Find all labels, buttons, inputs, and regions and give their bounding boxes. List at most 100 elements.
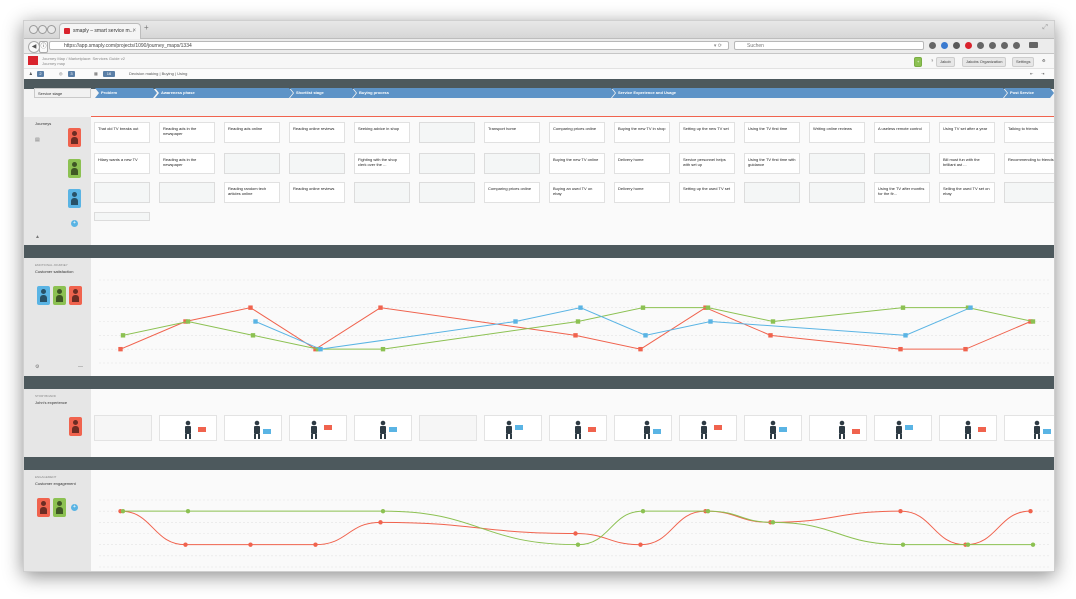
- journey-step-card[interactable]: Reading online reviews: [289, 122, 345, 143]
- data-point-blue[interactable]: [968, 305, 973, 310]
- tab-close-icon[interactable]: ×: [132, 28, 136, 34]
- data-point-green[interactable]: [575, 542, 581, 547]
- data-point-green[interactable]: [185, 319, 191, 324]
- storyboard-image-presenter[interactable]: [159, 415, 217, 441]
- empty-step-slot[interactable]: [744, 182, 800, 203]
- persona-avatar-green[interactable]: [53, 498, 66, 517]
- journey-step-card[interactable]: That old TV breaks out: [94, 122, 150, 143]
- empty-step-slot[interactable]: [159, 182, 215, 203]
- data-point-blue[interactable]: [708, 319, 713, 324]
- lens-icon[interactable]: ◎: [59, 71, 63, 76]
- gear-icon[interactable]: ⚙: [1042, 58, 1046, 63]
- data-point-green[interactable]: [770, 319, 776, 324]
- journey-step-card[interactable]: Talking to friends: [1004, 122, 1054, 143]
- empty-step-slot[interactable]: [484, 153, 540, 174]
- persona-count[interactable]: 2: [37, 71, 44, 77]
- data-point-red[interactable]: [313, 542, 318, 547]
- site-info-icon[interactable]: ⓘ: [39, 41, 48, 53]
- storyboard-image-board-meeting[interactable]: [354, 415, 412, 441]
- persona-avatar-red[interactable]: [69, 286, 82, 305]
- stage-service-usage[interactable]: Service Experience and Usage: [612, 88, 1007, 98]
- minus-icon[interactable]: —: [78, 364, 83, 370]
- data-point-red[interactable]: [638, 346, 643, 352]
- data-point-green[interactable]: [575, 319, 581, 324]
- data-point-red[interactable]: [378, 305, 383, 310]
- journey-step-card[interactable]: Reading random tech articles online: [224, 182, 280, 203]
- journey-step-card[interactable]: Reading ads in the newspaper: [159, 153, 215, 174]
- storyboard-image-group-people[interactable]: [1004, 415, 1054, 441]
- data-point-blue[interactable]: [643, 333, 648, 338]
- data-point-green[interactable]: [900, 542, 906, 547]
- send-icon[interactable]: [989, 42, 996, 49]
- list-icon[interactable]: ▤: [35, 137, 40, 143]
- journey-step-card[interactable]: Buying an used TV on ebay: [549, 182, 605, 203]
- journey-step-card[interactable]: Reading ads in the newspaper: [159, 122, 215, 143]
- menu-icon[interactable]: [1029, 42, 1038, 48]
- step-count[interactable]: 16: [103, 71, 115, 77]
- stage-problem[interactable]: Problem: [95, 88, 157, 98]
- data-point-red[interactable]: [768, 333, 773, 338]
- empty-step-slot[interactable]: [419, 122, 475, 143]
- data-point-green[interactable]: [900, 305, 906, 310]
- data-point-red[interactable]: [248, 542, 253, 547]
- data-point-green[interactable]: [380, 508, 386, 514]
- settings-button[interactable]: Settings: [1012, 57, 1035, 67]
- search-input[interactable]: Suchen: [734, 41, 924, 50]
- journey-step-card[interactable]: Buying the new TV in shop: [614, 122, 670, 143]
- user-button[interactable]: Jakob: [936, 57, 955, 67]
- lens-count[interactable]: 3: [68, 71, 75, 77]
- empty-storyboard-slot[interactable]: [94, 415, 152, 441]
- data-point-blue[interactable]: [318, 346, 323, 352]
- journey-step-card[interactable]: Buying the new TV online: [549, 153, 605, 174]
- empty-step-slot[interactable]: [289, 153, 345, 174]
- journey-step-card[interactable]: Comparing prices online: [549, 122, 605, 143]
- signal-icon[interactable]: [953, 42, 960, 49]
- empty-step-slot[interactable]: [809, 182, 865, 203]
- persona-avatar-red[interactable]: [68, 128, 81, 147]
- data-point-blue[interactable]: [903, 333, 908, 338]
- data-point-red[interactable]: [313, 346, 318, 352]
- new-tab-button[interactable]: +: [144, 23, 149, 32]
- browser-tab[interactable]: smaply – smart service m... ×: [59, 23, 141, 39]
- fullscreen-icon[interactable]: ⤢: [1042, 24, 1048, 31]
- expand-icon[interactable]: ⇥: [1041, 71, 1045, 76]
- data-point-green[interactable]: [315, 346, 321, 352]
- maximize-window-button[interactable]: [47, 25, 56, 34]
- journey-step-card[interactable]: Setting up the new TV set: [679, 122, 735, 143]
- collapse-icon[interactable]: ⇤: [1030, 71, 1034, 76]
- stage-awareness[interactable]: Awareness phase: [155, 88, 293, 98]
- journey-step-card[interactable]: Reading ads online: [224, 122, 280, 143]
- stage-shortlist[interactable]: Shortlist stage: [290, 88, 356, 98]
- bookmark-icon[interactable]: [929, 42, 936, 49]
- person-icon[interactable]: ♟: [29, 71, 33, 76]
- data-point-green[interactable]: [185, 508, 191, 514]
- empty-step-slot[interactable]: [354, 182, 410, 203]
- storyboard-image-waiting-desk[interactable]: [809, 415, 867, 441]
- journey-step-card[interactable]: Setting up the used TV set: [679, 182, 735, 203]
- journey-step-card[interactable]: Service personnel helps with set up: [679, 153, 735, 174]
- journey-step-card[interactable]: Hilary wants a new TV: [94, 153, 150, 174]
- data-point-red[interactable]: [118, 346, 123, 352]
- data-point-red[interactable]: [898, 346, 903, 352]
- collapse-up-icon[interactable]: ▲: [35, 234, 40, 240]
- add-row-slot[interactable]: [94, 212, 150, 221]
- url-bar[interactable]: https://app.smaply.com/projects/1090/jou…: [49, 41, 729, 50]
- add-persona-icon[interactable]: +: [71, 220, 78, 227]
- data-point-red[interactable]: [378, 520, 383, 525]
- data-point-red[interactable]: [1028, 319, 1033, 324]
- journey-step-card[interactable]: Using the TV first time with guidance: [744, 153, 800, 174]
- grid-icon[interactable]: ▦: [94, 71, 98, 76]
- storyboard-image-dots-desk[interactable]: [289, 415, 347, 441]
- journey-step-card[interactable]: Selling the used TV set on ebay: [939, 182, 995, 203]
- empty-step-slot[interactable]: [419, 182, 475, 203]
- settings-small-icon[interactable]: ⚙: [35, 364, 40, 370]
- stage-buying[interactable]: Buying process: [353, 88, 615, 98]
- journey-step-card[interactable]: Writing online reviews: [809, 122, 865, 143]
- journey-step-card[interactable]: Delivery home: [614, 182, 670, 203]
- empty-step-slot[interactable]: [224, 153, 280, 174]
- data-point-red[interactable]: [183, 542, 188, 547]
- storyboard-image-shopper[interactable]: [549, 415, 607, 441]
- journey-step-card[interactable]: Comparing prices online: [484, 182, 540, 203]
- data-point-green[interactable]: [965, 542, 971, 547]
- data-point-green[interactable]: [120, 508, 126, 514]
